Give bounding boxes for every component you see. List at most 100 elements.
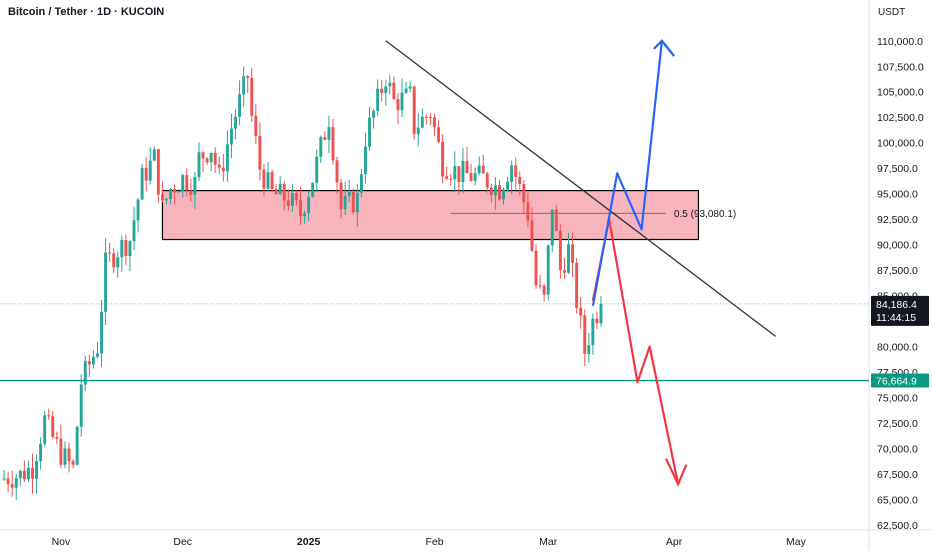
- candle[interactable]: [165, 198, 168, 205]
- candle[interactable]: [120, 235, 124, 272]
- candle[interactable]: [156, 148, 160, 203]
- candle[interactable]: [177, 188, 181, 193]
- candle[interactable]: [526, 192, 530, 228]
- candle[interactable]: [408, 81, 412, 93]
- candle[interactable]: [238, 80, 242, 126]
- candle[interactable]: [290, 183, 294, 212]
- candle[interactable]: [217, 156, 221, 175]
- candle[interactable]: [343, 181, 347, 215]
- candle[interactable]: [388, 74, 392, 95]
- candle[interactable]: [43, 411, 47, 447]
- candle[interactable]: [35, 454, 39, 494]
- candle[interactable]: [258, 122, 262, 181]
- candle[interactable]: [31, 453, 34, 494]
- candle[interactable]: [26, 460, 30, 482]
- candle[interactable]: [79, 374, 83, 437]
- candle[interactable]: [327, 115, 331, 153]
- candle[interactable]: [542, 284, 546, 302]
- candle[interactable]: [412, 85, 416, 140]
- candle[interactable]: [538, 274, 542, 289]
- candle[interactable]: [514, 157, 518, 191]
- candle[interactable]: [254, 103, 258, 144]
- candle[interactable]: [534, 244, 538, 289]
- candle[interactable]: [55, 431, 59, 445]
- candle[interactable]: [558, 224, 562, 279]
- candle[interactable]: [47, 408, 51, 420]
- candle[interactable]: [359, 168, 363, 198]
- candle[interactable]: [575, 258, 579, 314]
- candle[interactable]: [530, 207, 534, 253]
- candle[interactable]: [485, 171, 489, 193]
- candle[interactable]: [416, 112, 420, 147]
- candle[interactable]: [372, 108, 376, 129]
- candle[interactable]: [124, 234, 128, 265]
- candle[interactable]: [437, 119, 441, 144]
- candle[interactable]: [319, 135, 323, 163]
- candle[interactable]: [311, 182, 315, 198]
- candle[interactable]: [546, 244, 550, 301]
- candle[interactable]: [22, 460, 26, 482]
- candle[interactable]: [453, 151, 457, 193]
- candle[interactable]: [477, 156, 481, 176]
- candle[interactable]: [112, 248, 116, 273]
- candle[interactable]: [148, 147, 152, 185]
- candle[interactable]: [2, 469, 6, 481]
- candle[interactable]: [173, 184, 177, 205]
- candle[interactable]: [278, 176, 282, 195]
- candle[interactable]: [469, 163, 473, 182]
- candle[interactable]: [522, 180, 526, 215]
- candle[interactable]: [242, 66, 246, 107]
- candle[interactable]: [140, 163, 144, 200]
- candle[interactable]: [591, 313, 595, 355]
- candle[interactable]: [274, 184, 278, 195]
- candle[interactable]: [128, 239, 132, 272]
- candle[interactable]: [303, 210, 307, 224]
- candle[interactable]: [71, 458, 75, 469]
- candle[interactable]: [221, 153, 225, 182]
- candle[interactable]: [59, 424, 63, 469]
- candle[interactable]: [108, 242, 112, 262]
- candle[interactable]: [441, 134, 445, 184]
- candle[interactable]: [449, 174, 453, 186]
- candle[interactable]: [502, 187, 505, 205]
- candle[interactable]: [213, 147, 217, 173]
- candle[interactable]: [136, 197, 140, 233]
- candle[interactable]: [567, 232, 570, 274]
- candle[interactable]: [396, 93, 400, 125]
- candle[interactable]: [132, 206, 136, 251]
- candle[interactable]: [230, 113, 233, 158]
- candle[interactable]: [83, 356, 87, 392]
- candle[interactable]: [205, 157, 209, 166]
- candle[interactable]: [331, 118, 335, 165]
- candle[interactable]: [554, 204, 558, 232]
- candle[interactable]: [294, 190, 298, 206]
- candle[interactable]: [18, 469, 22, 486]
- candle[interactable]: [104, 238, 108, 326]
- candle[interactable]: [420, 108, 424, 129]
- candle[interactable]: [583, 309, 587, 366]
- candle[interactable]: [550, 209, 554, 253]
- candle[interactable]: [428, 113, 432, 126]
- candle[interactable]: [189, 178, 193, 202]
- candle[interactable]: [197, 142, 201, 182]
- candle[interactable]: [87, 354, 91, 378]
- candle[interactable]: [152, 146, 156, 162]
- candle[interactable]: [587, 332, 591, 363]
- candle[interactable]: [181, 173, 185, 198]
- candle[interactable]: [510, 160, 514, 195]
- candle[interactable]: [335, 156, 339, 194]
- candle[interactable]: [433, 113, 436, 137]
- candle[interactable]: [225, 130, 229, 182]
- candle[interactable]: [201, 151, 205, 172]
- candle[interactable]: [250, 68, 254, 122]
- candle[interactable]: [571, 232, 575, 278]
- descending-trendline[interactable]: [385, 40, 776, 337]
- candle[interactable]: [368, 106, 371, 151]
- candle[interactable]: [307, 190, 311, 221]
- candle[interactable]: [392, 76, 396, 101]
- candle[interactable]: [562, 258, 566, 280]
- candle[interactable]: [364, 132, 367, 184]
- candle[interactable]: [160, 181, 164, 203]
- candle[interactable]: [51, 411, 55, 440]
- candle[interactable]: [489, 183, 493, 203]
